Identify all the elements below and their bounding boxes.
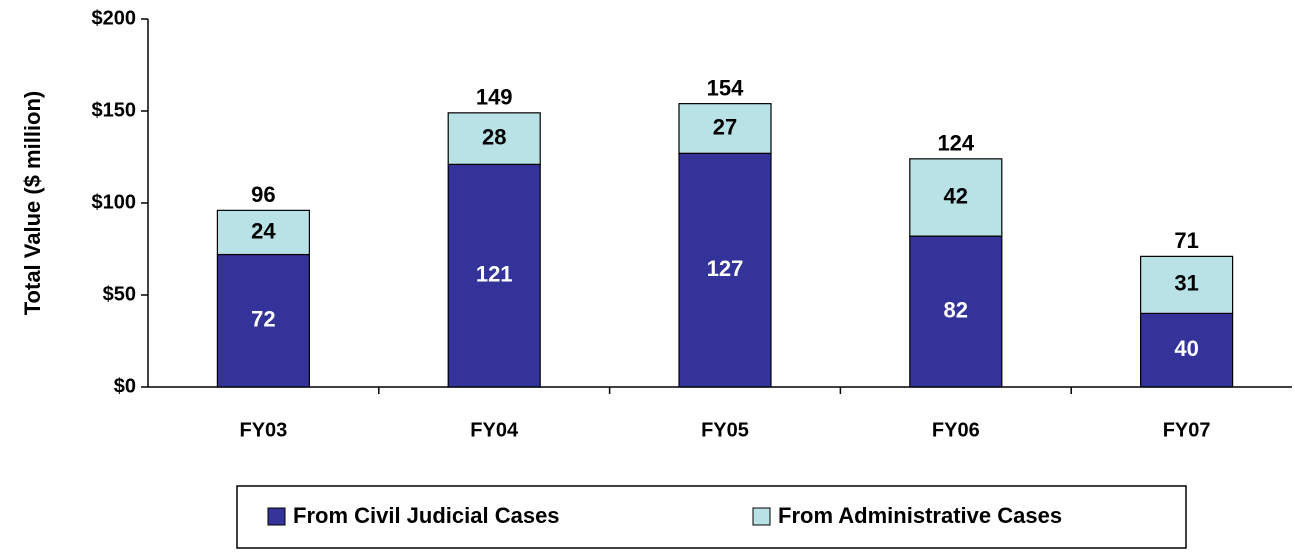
data-label: 40: [1174, 336, 1198, 361]
data-label: 82: [944, 297, 968, 322]
x-tick-label: FY07: [1163, 419, 1211, 441]
data-label: 27: [713, 114, 737, 139]
total-label: 149: [476, 85, 513, 110]
bar-segment: [216, 253, 310, 388]
legend-label: From Administrative Cases: [778, 503, 1062, 528]
legend-label: From Civil Judicial Cases: [293, 503, 560, 528]
y-tick-label: $150: [92, 99, 137, 121]
bar-segment: [678, 103, 772, 154]
y-tick-label: $100: [92, 191, 137, 213]
bar-segment: [909, 235, 1003, 388]
total-label: 71: [1174, 228, 1198, 253]
total-label: 154: [707, 75, 744, 100]
data-label: 28: [482, 124, 506, 149]
total-label: 96: [251, 182, 275, 207]
x-tick-label: FY05: [701, 419, 749, 441]
legend-box: [236, 485, 1187, 549]
legend-swatch: [752, 507, 771, 526]
bar-segment: [1139, 312, 1234, 388]
data-label: 42: [944, 183, 968, 208]
y-axis-label: Total Value ($ million): [20, 91, 45, 316]
data-label: 24: [251, 218, 276, 243]
x-tick-label: FY06: [932, 419, 980, 441]
bar-segment: [216, 209, 310, 256]
bar-segment: [447, 163, 541, 388]
data-label: 72: [251, 307, 275, 332]
total-label: 124: [937, 131, 974, 156]
x-tick-label: FY03: [239, 419, 287, 441]
data-label: 31: [1174, 271, 1198, 296]
bar-segment: [1139, 255, 1234, 314]
bar-segment: [447, 112, 541, 165]
y-tick-label: $0: [114, 375, 136, 397]
bar-segment: [909, 158, 1003, 237]
data-label: 121: [476, 261, 513, 286]
y-tick-label: $200: [92, 7, 137, 29]
bar-segment: [678, 152, 772, 388]
x-tick-label: FY04: [470, 419, 519, 441]
data-label: 127: [707, 256, 744, 281]
y-tick-label: $50: [103, 283, 136, 305]
legend-swatch: [267, 507, 286, 526]
